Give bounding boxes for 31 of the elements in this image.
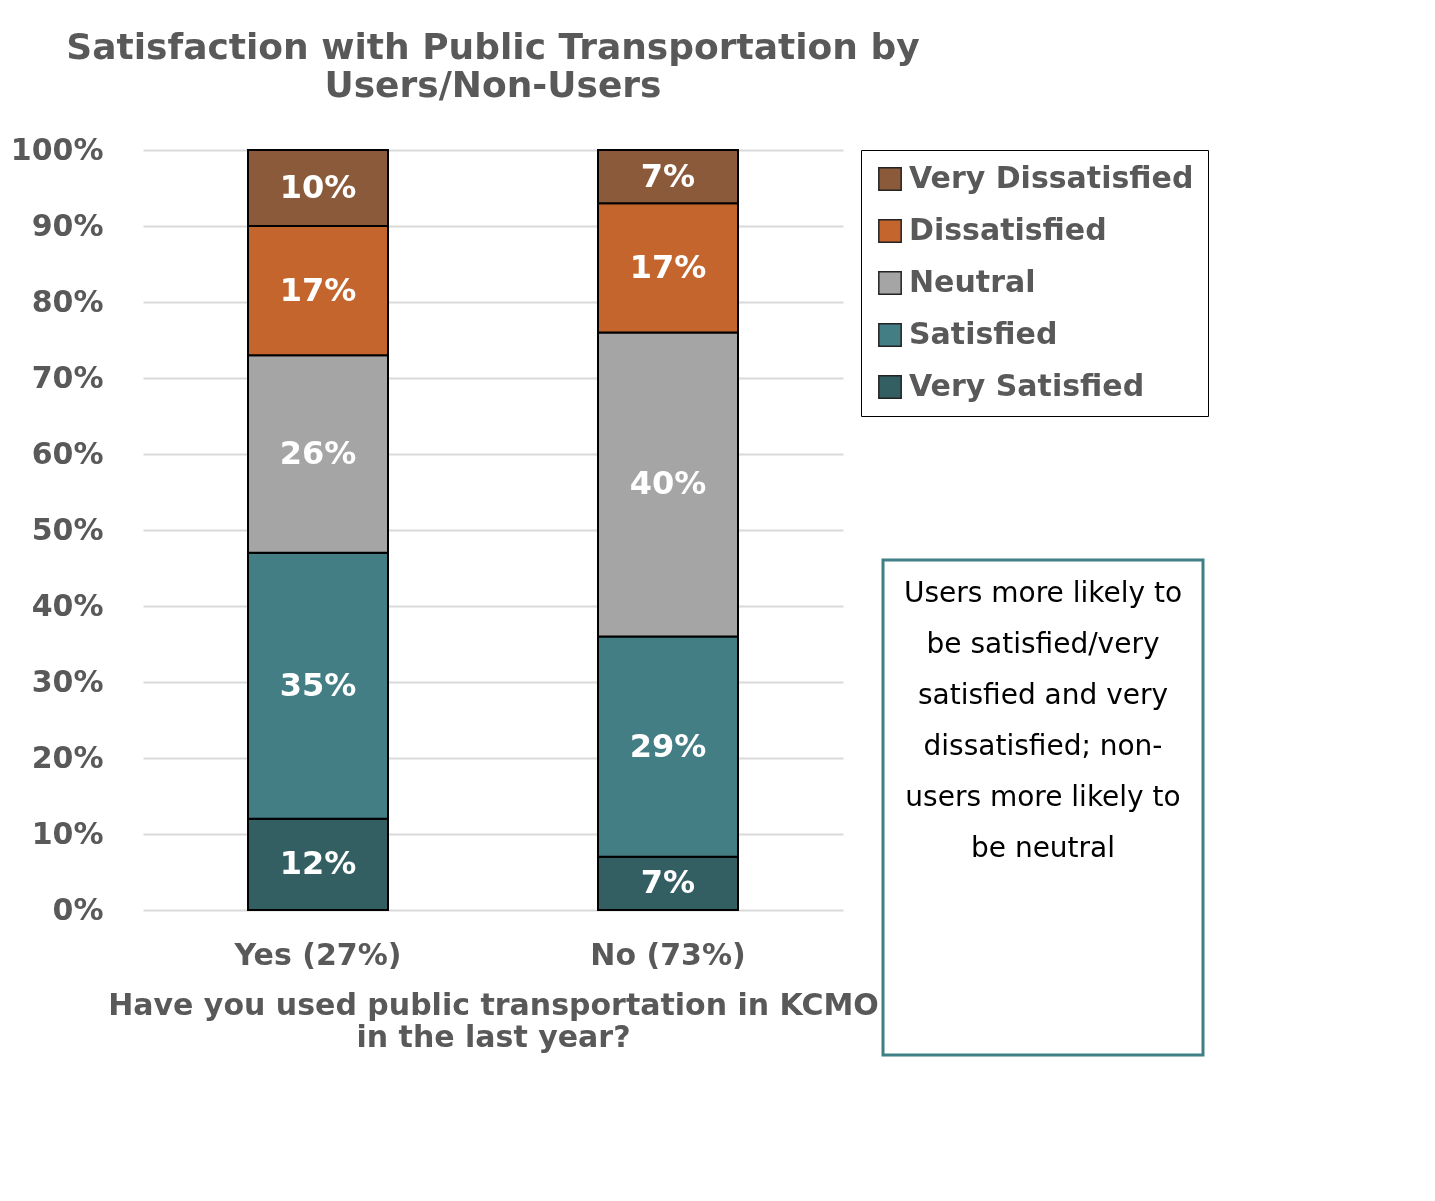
text: Users more likely to be satisfied/very satisfied and very dissatisfied; non-users more likely to be neutral <box>903 576 1183 864</box>
chart-title: Satisfaction with Public Transportation by Users/Non-Users <box>66 26 920 105</box>
x-axis-title: Have you used public transportation in KCMO in the last year? <box>108 986 879 1054</box>
data-label: 12% <box>279 844 357 883</box>
data-label: 7% <box>640 863 696 902</box>
data-label: 10% <box>279 168 357 206</box>
y-tick-label: 80% <box>31 283 104 319</box>
data-label: 29% <box>629 726 707 765</box>
data-label: 35% <box>279 665 357 704</box>
legend-label: Very Dissatisfied <box>909 160 1194 195</box>
data-label: 40% <box>629 464 707 503</box>
y-tick-label: 30% <box>31 663 104 699</box>
y-tick-label: 50% <box>31 511 104 547</box>
y-tick-label: 100% <box>10 131 104 167</box>
y-tick-label: 70% <box>31 359 104 395</box>
y-tick-label: 40% <box>31 587 104 623</box>
y-tick-label: 20% <box>31 739 104 775</box>
x-tick-label: Yes (27%) <box>233 936 402 972</box>
y-tick-label: 10% <box>31 815 104 851</box>
data-label: 7% <box>640 156 696 195</box>
legend-label: Dissatisfied <box>909 212 1107 247</box>
x-tick-label: No (73%) <box>590 936 746 972</box>
data-label: 17% <box>279 270 357 309</box>
data-label: 17% <box>629 247 707 286</box>
y-tick-label: 0% <box>52 891 104 927</box>
y-tick-label: 90% <box>31 207 104 243</box>
legend-label: Neutral <box>909 264 1036 299</box>
legend-label: Satisfied <box>909 316 1058 351</box>
legend-label: Very Satisfied <box>909 368 1145 403</box>
data-label: 26% <box>279 434 357 472</box>
y-tick-label: 60% <box>31 435 104 471</box>
